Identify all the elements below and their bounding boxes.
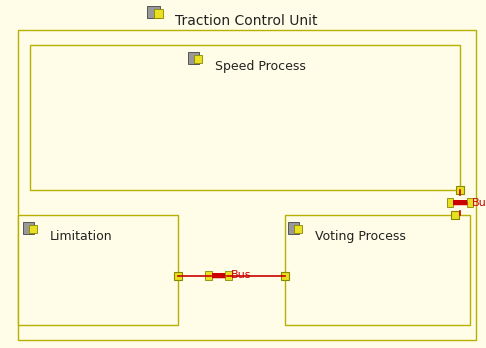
Text: Voting Process: Voting Process: [315, 230, 406, 243]
Bar: [212, 273, 225, 278]
Bar: [188, 53, 199, 64]
Bar: [281, 271, 289, 279]
Bar: [206, 271, 212, 280]
Bar: [295, 225, 302, 233]
Bar: [288, 222, 299, 234]
Bar: [30, 45, 460, 190]
Text: Bus: Bus: [472, 198, 486, 207]
Bar: [18, 30, 476, 340]
Text: Limitation: Limitation: [50, 230, 113, 243]
Bar: [451, 211, 459, 219]
Bar: [225, 271, 232, 280]
Bar: [23, 222, 34, 234]
Bar: [285, 215, 470, 325]
Text: Speed Process: Speed Process: [215, 60, 306, 73]
Bar: [194, 55, 202, 63]
Bar: [29, 225, 37, 233]
Bar: [154, 9, 163, 18]
Text: Bus: Bus: [231, 270, 251, 280]
Bar: [467, 198, 473, 207]
Bar: [174, 271, 182, 279]
Text: Traction Control Unit: Traction Control Unit: [175, 14, 317, 28]
Bar: [453, 200, 467, 205]
Bar: [447, 198, 453, 207]
Bar: [147, 6, 160, 18]
Bar: [18, 215, 178, 325]
Bar: [456, 186, 464, 194]
